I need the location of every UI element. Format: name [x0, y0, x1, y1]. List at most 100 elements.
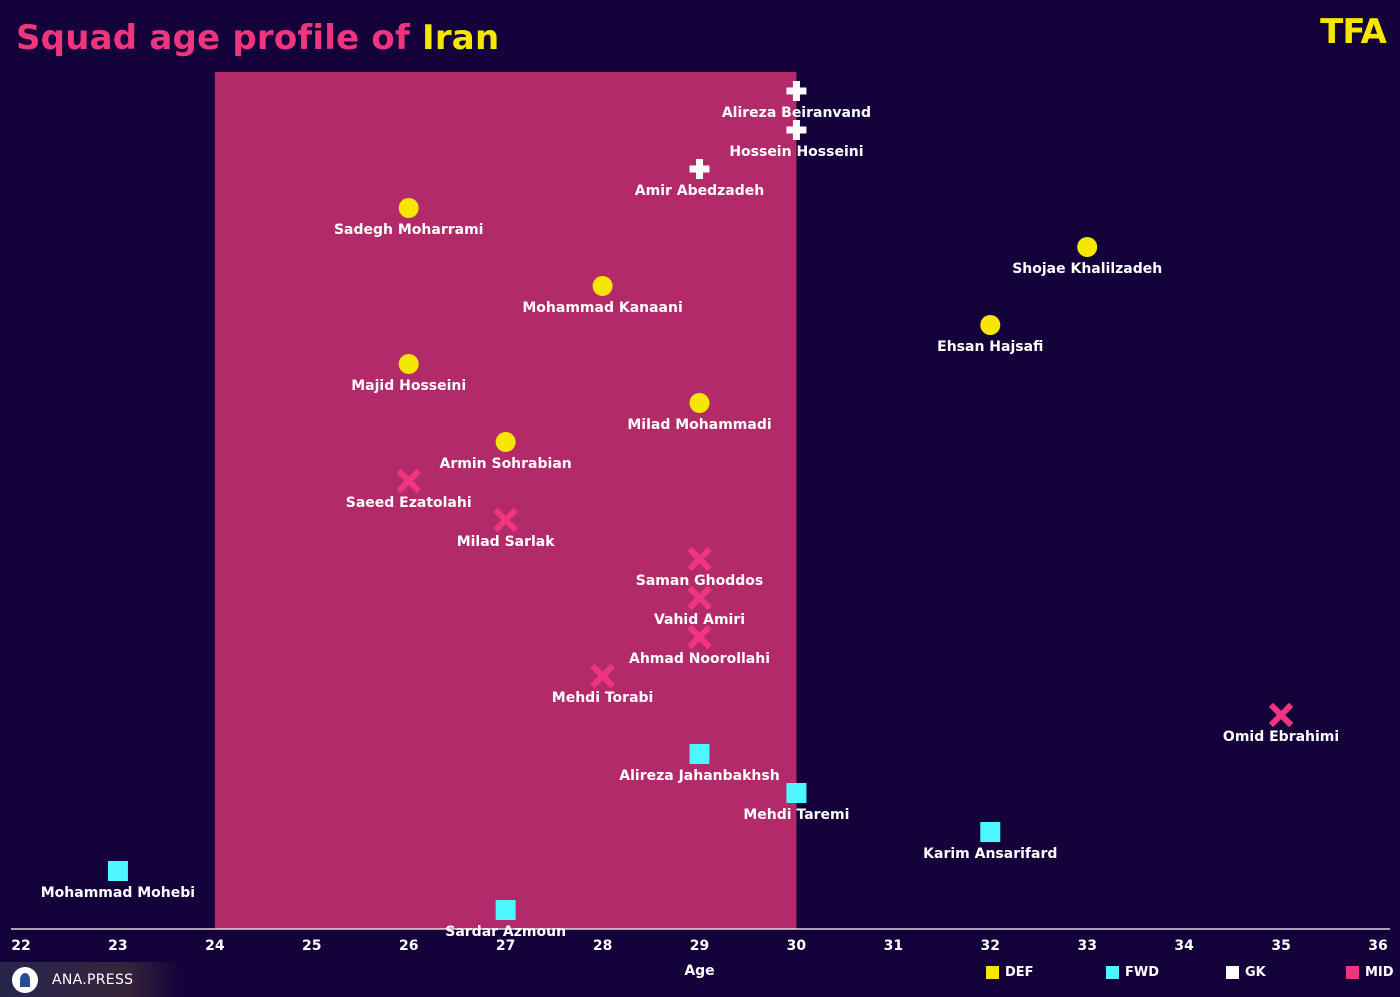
def-marker — [980, 315, 1001, 335]
chart-title: Squad age profile of Iran — [16, 18, 499, 58]
player-label: Sadegh Moharrami — [334, 222, 484, 238]
title-prefix: Squad age profile of — [16, 18, 422, 58]
player-label: Ahmad Noorollahi — [629, 651, 770, 667]
player-point[interactable]: Milad Sarlak — [457, 507, 556, 550]
x-tick-label: 27 — [496, 938, 515, 954]
mid-marker — [1268, 702, 1294, 728]
tfa-logo: TFA — [1320, 12, 1387, 52]
player-label: Mohammad Kanaani — [522, 300, 682, 316]
legend-swatch — [1226, 966, 1239, 979]
player-point[interactable]: Mehdi Torabi — [552, 663, 654, 706]
fwd-marker — [786, 783, 807, 803]
watermark-text: ANA.PRESS — [52, 971, 134, 988]
player-label: Milad Mohammadi — [627, 417, 771, 433]
player-point[interactable]: Alireza Jahanbakhsh — [619, 744, 780, 784]
player-point[interactable]: Majid Hosseini — [351, 354, 466, 394]
def-marker — [398, 198, 419, 218]
def-marker — [689, 393, 710, 413]
fwd-marker — [495, 900, 516, 920]
player-label: Milad Sarlak — [457, 534, 556, 550]
x-tick-label: 28 — [593, 938, 612, 954]
peak-age-band — [214, 72, 797, 929]
player-point[interactable]: Saeed Ezatolahi — [346, 468, 472, 511]
fwd-marker — [980, 822, 1001, 842]
x-axis-title: Age — [684, 963, 714, 979]
legend-label: FWD — [1125, 965, 1160, 980]
x-tick-label: 35 — [1271, 938, 1290, 954]
player-point[interactable]: Milad Mohammadi — [627, 393, 772, 433]
x-tick-label: 24 — [205, 938, 225, 954]
legend-swatch — [986, 966, 999, 979]
watermark: ANA.PRESS — [0, 962, 180, 997]
title-country: Iran — [421, 18, 500, 58]
player-label: Vahid Amiri — [654, 612, 745, 628]
gk-marker — [786, 120, 807, 140]
player-label: Mehdi Taremi — [743, 807, 849, 823]
legend-item-gk: GK — [1226, 965, 1266, 980]
fwd-marker — [107, 861, 128, 881]
legend-swatch — [1346, 966, 1359, 979]
player-point[interactable]: Mohammad Kanaani — [522, 276, 683, 316]
player-label: Hossein Hosseini — [729, 144, 863, 160]
player-label: Shojae Khalilzadeh — [1012, 261, 1162, 277]
x-tick-label: 29 — [690, 938, 709, 954]
player-label: Amir Abedzadeh — [635, 183, 764, 199]
player-point[interactable]: Mehdi Taremi — [743, 783, 849, 823]
player-point[interactable]: Amir Abedzadeh — [635, 159, 764, 199]
player-point[interactable]: Karim Ansarifard — [923, 822, 1057, 862]
def-marker — [592, 276, 613, 296]
legend-item-mid: MID — [1346, 965, 1394, 980]
player-point[interactable]: Ahmad Noorollahi — [629, 624, 770, 667]
player-point[interactable]: Saman Ghoddos — [636, 546, 763, 589]
def-marker — [1077, 237, 1098, 257]
x-tick-label: 32 — [981, 938, 1000, 954]
player-point[interactable]: Omid Ebrahimi — [1223, 702, 1339, 745]
player-point[interactable]: Mohammad Mohebi — [41, 861, 195, 901]
player-point[interactable]: Ehsan Hajsafi — [937, 315, 1043, 355]
player-label: Mohammad Mohebi — [41, 885, 195, 901]
x-tick-label: 31 — [884, 938, 903, 954]
player-label: Majid Hosseini — [351, 378, 466, 394]
player-point[interactable]: Sadegh Moharrami — [334, 198, 484, 238]
x-tick-label: 34 — [1174, 938, 1194, 954]
mid-marker — [590, 663, 615, 689]
fwd-marker — [689, 744, 710, 764]
x-tick-label: 30 — [787, 938, 807, 954]
mid-marker — [687, 585, 712, 611]
mid-marker — [687, 546, 712, 572]
player-point[interactable]: Vahid Amiri — [654, 585, 745, 628]
points-layer: Alireza Beiranvand Hossein Hosseini Amir A… — [41, 81, 1339, 940]
mid-marker — [493, 507, 518, 533]
player-point[interactable]: Alireza Beiranvand — [722, 81, 871, 121]
player-label: Saman Ghoddos — [636, 573, 763, 589]
legend-swatch — [1106, 966, 1119, 979]
player-point[interactable]: Shojae Khalilzadeh — [1012, 237, 1162, 277]
ana-press-logo-icon — [12, 966, 38, 993]
legend: DEF FWD GK MID — [0, 965, 1400, 991]
legend-label: GK — [1245, 965, 1266, 980]
player-label: Ehsan Hajsafi — [937, 339, 1043, 355]
player-label: Alireza Beiranvand — [722, 105, 871, 121]
gk-marker — [689, 159, 710, 179]
player-label: Omid Ebrahimi — [1223, 729, 1339, 745]
player-point[interactable]: Armin Sohrabian — [440, 432, 572, 472]
legend-label: DEF — [1005, 965, 1034, 980]
def-marker — [398, 354, 419, 374]
x-tick-label: 33 — [1077, 938, 1096, 954]
player-point[interactable]: Sardar Azmoun — [445, 900, 566, 940]
legend-item-fwd: FWD — [1106, 965, 1159, 980]
x-tick-label: 25 — [302, 938, 321, 954]
x-tick-label: 22 — [11, 938, 30, 954]
x-tick-label: 23 — [108, 938, 127, 954]
legend-label: MID — [1365, 965, 1394, 980]
x-axis: 22 23 24 25 26 27 28 29 30 31 32 33 34 35 36 — [11, 928, 1390, 954]
mid-marker — [687, 624, 712, 650]
def-marker — [495, 432, 516, 452]
legend-item-def: DEF — [986, 965, 1034, 980]
player-point[interactable]: Hossein Hosseini — [729, 120, 864, 160]
player-label: Sardar Azmoun — [445, 924, 566, 940]
x-tick-label: 26 — [399, 938, 418, 954]
x-tick-label: 36 — [1368, 938, 1387, 954]
highlight-band-layer — [214, 72, 797, 929]
